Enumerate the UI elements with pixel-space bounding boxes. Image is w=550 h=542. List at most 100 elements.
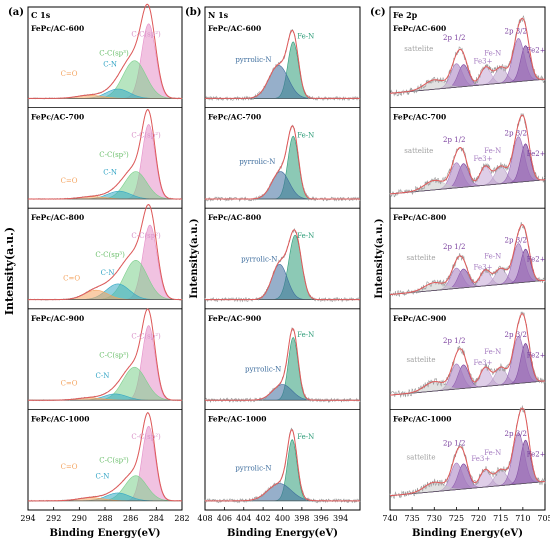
subplot-5: FePc/AC-1000 (389, 405, 546, 499)
panel-a: (a) FePc/AC-600 FePc/AC-700 FePc/AC-800 FePc… (8, 3, 190, 539)
peak-annotation: 2p 3/2 (505, 130, 527, 138)
subplot-2: FePc/AC-700 (389, 107, 546, 198)
sample-name: FePc/AC-900 (208, 314, 261, 323)
peak-annotation: Fe-N (297, 232, 314, 240)
peak-annotation: Fe-N (297, 433, 314, 441)
peak-annotation: Fe3+ (474, 263, 493, 271)
fit-envelope (389, 17, 546, 94)
peak-annotation: 2p 3/2 (505, 430, 527, 438)
peak-annotation: 2p 1/2 (443, 243, 465, 251)
x-tick-label: 705 (537, 514, 550, 523)
peak-annotation: Fe-N (484, 147, 501, 155)
raw-spectrum (389, 15, 546, 97)
peak-annotation: 2p 3/2 (505, 237, 527, 245)
panel-y-axis-label: Intensity(a.u.) (374, 218, 385, 298)
peak-annotation: C-C(sp²) (131, 232, 161, 240)
subplot-4: FePc/AC-900 (27, 308, 183, 402)
peak-annotation: pyrrolic-N (245, 366, 281, 374)
subplot-3: FePc/AC-800 (27, 204, 183, 301)
subplot-2: FePc/AC-700 (204, 107, 361, 203)
x-tick-label: 710 (515, 514, 530, 523)
subplot-4: FePc/AC-900 (204, 308, 361, 404)
fit-envelope (28, 204, 183, 301)
x-tick-label: 720 (471, 514, 486, 523)
peak-annotation: Fe-N (484, 252, 501, 260)
x-tick-label: 292 (46, 514, 61, 523)
panel-letter: (c) (370, 7, 386, 18)
subplot-1: FePc/AC-600 (204, 24, 361, 102)
x-axis-label: Binding Energy(eV) (227, 528, 338, 539)
x-tick-label: 288 (97, 514, 112, 523)
sample-name: FePc/AC-700 (208, 113, 261, 122)
peak-annotation: Fe2+ (527, 351, 546, 359)
subplot-3: FePc/AC-800 (389, 207, 546, 298)
subplot-4: FePc/AC-900 (389, 308, 546, 398)
peak-annotation: C-N (96, 472, 110, 480)
sample-name: FePc/AC-700 (393, 113, 446, 122)
fit-envelope (205, 328, 360, 401)
x-tick-label: 398 (294, 514, 309, 523)
panels-layer: (a) FePc/AC-600 FePc/AC-700 FePc/AC-800 FePc… (8, 3, 550, 539)
peak-annotation: C-N (101, 269, 115, 277)
peak-annotation: C-C(sp³) (99, 50, 129, 58)
peak-annotation: C-C(sp³) (99, 351, 129, 359)
sample-name: FePc/AC-600 (393, 24, 446, 33)
peak-annotation: sattelite (407, 254, 436, 262)
peak-annotation: Fe-N (484, 449, 501, 457)
x-tick-label: 282 (174, 514, 189, 523)
peak-annotation: sattelite (407, 454, 436, 462)
peak-annotation: 2p 1/2 (443, 34, 465, 42)
panel-title: N 1s (208, 10, 229, 20)
x-tick-label: 406 (217, 514, 232, 523)
peak-annotation: 2p 1/2 (443, 136, 465, 144)
background-line (389, 481, 546, 497)
peak-annotation: C-N (103, 168, 117, 176)
peak-annotation: pyrrolic-N (235, 56, 271, 64)
peak-annotation: sattelite (404, 45, 433, 53)
peak-annotation: C-C(sp³) (99, 151, 129, 159)
subplot-1: FePc/AC-600 (389, 15, 546, 97)
x-tick-label: 715 (493, 514, 508, 523)
subplot-5: FePc/AC-1000 (204, 408, 361, 504)
peak-annotation: 2p 3/2 (505, 28, 527, 36)
peak-annotation: Fe-N (297, 131, 314, 139)
sample-name: FePc/AC-800 (208, 213, 261, 222)
peak-annotation: Fe2+ (527, 450, 546, 458)
fit-envelope (28, 308, 182, 401)
fit-envelope (205, 125, 360, 200)
x-tick-label: 396 (314, 514, 329, 523)
x-tick-label: 394 (333, 514, 348, 523)
peak-annotation: 2p 1/2 (443, 337, 465, 345)
sample-name: FePc/AC-1000 (208, 414, 266, 423)
x-tick-label: 284 (149, 514, 164, 523)
sample-name: FePc/AC-600 (208, 24, 261, 33)
x-tick-label: 725 (449, 514, 464, 523)
peak-annotation: C=O (63, 274, 80, 282)
peak-annotation: C-C(sp³) (95, 251, 125, 259)
subplot-2: FePc/AC-700 (27, 107, 183, 201)
peak-annotation: C-C(sp³) (99, 457, 129, 465)
background-line (389, 380, 546, 396)
panel-b: (b) FePc/AC-600 FePc/AC-700 FePc/AC-800 FePc… (185, 6, 361, 539)
peak-annotation: pyrrolic-N (241, 256, 277, 264)
peak-annotation: Fe-N (484, 348, 501, 356)
peak-annotation: C-C(sp²) (131, 31, 161, 39)
x-tick-label: 740 (382, 514, 397, 523)
peak-annotation: Fe2+ (527, 256, 546, 264)
sample-name: FePc/AC-900 (393, 314, 446, 323)
peak-annotation: Fe3+ (471, 455, 490, 463)
fit-envelope (205, 429, 360, 502)
panel-title: C 1s (31, 10, 51, 20)
x-tick-label: 730 (427, 514, 442, 523)
peak-annotation: Fe2+ (527, 46, 546, 54)
peak-annotation: C=O (61, 177, 78, 185)
sample-name: FePc/AC-800 (393, 213, 446, 222)
peak-annotation: Fe3+ (474, 57, 493, 65)
fit-envelope (389, 114, 546, 195)
fit-envelope (389, 313, 546, 396)
fit-envelope (205, 229, 360, 301)
y-axis-label: Intensity(a.u.) (3, 227, 16, 315)
subplot-5: FePc/AC-1000 (27, 408, 183, 503)
panel-title: Fe 2p (393, 10, 418, 20)
